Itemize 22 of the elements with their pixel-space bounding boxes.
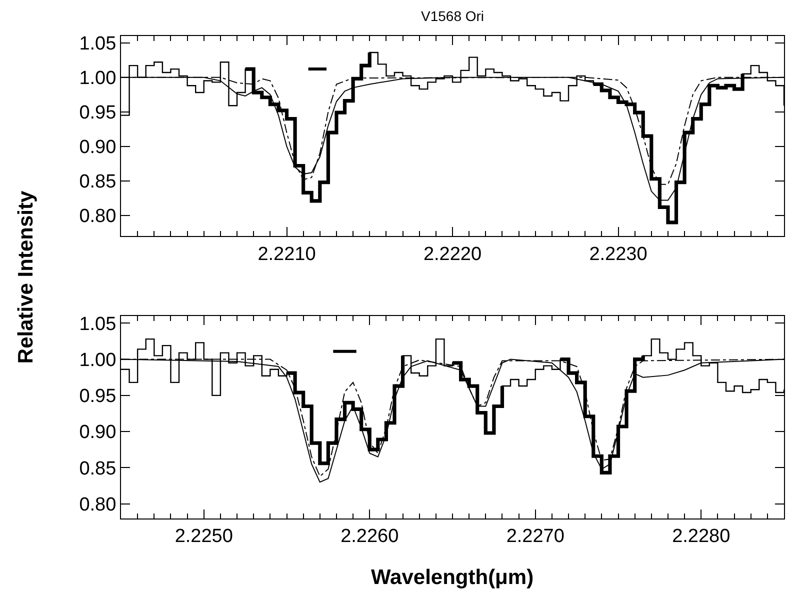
y-axis-title: Relative Intensity bbox=[14, 190, 38, 364]
x-tick-label: 2.2260 bbox=[340, 526, 399, 548]
y-tick-label: 0.95 bbox=[79, 102, 116, 124]
y-tick-label: 1.00 bbox=[79, 68, 116, 89]
y-tick-label: 1.05 bbox=[79, 314, 116, 335]
x-tick-label: 2.2270 bbox=[506, 526, 564, 548]
x-tick-label: 2.2210 bbox=[258, 244, 316, 266]
x-tick-label: 2.2280 bbox=[672, 526, 730, 548]
x-tick-label: 2.2220 bbox=[423, 244, 482, 266]
y-tick-label: 0.90 bbox=[79, 137, 116, 158]
x-tick-label: 2.2250 bbox=[174, 526, 233, 548]
x-tick-label: 2.2230 bbox=[589, 244, 648, 266]
y-tick-label: 1.00 bbox=[79, 350, 116, 371]
y-tick-label: 0.95 bbox=[79, 386, 116, 408]
y-tick-label: 0.80 bbox=[79, 206, 116, 228]
x-axis-title: Wavelength(μm) bbox=[371, 566, 534, 589]
y-tick-label: 0.85 bbox=[79, 458, 116, 480]
y-tick-label: 0.80 bbox=[79, 494, 116, 516]
y-tick-label: 0.90 bbox=[79, 422, 116, 444]
y-tick-label: 0.85 bbox=[79, 172, 116, 193]
chart-title: V1568 Ori bbox=[421, 8, 484, 24]
y-tick-label: 1.05 bbox=[79, 33, 116, 54]
